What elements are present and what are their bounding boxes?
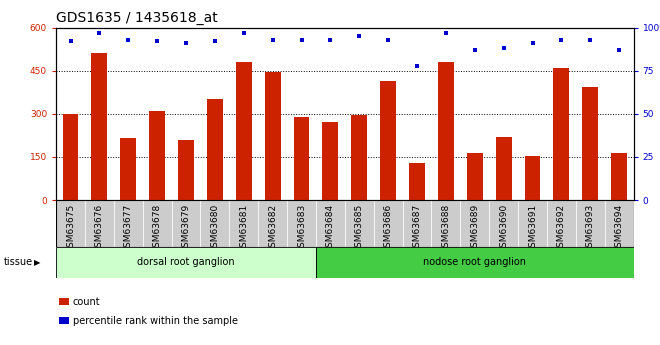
Bar xyxy=(467,152,482,200)
Bar xyxy=(294,117,310,200)
Text: GSM63692: GSM63692 xyxy=(557,204,566,253)
Bar xyxy=(461,200,489,247)
Bar xyxy=(114,200,143,247)
Text: GSM63687: GSM63687 xyxy=(412,204,422,253)
Point xyxy=(556,37,567,42)
Bar xyxy=(611,152,627,200)
Bar xyxy=(63,114,79,200)
Bar xyxy=(380,81,396,200)
Bar xyxy=(554,68,570,200)
Point xyxy=(383,37,393,42)
Point xyxy=(123,37,133,42)
Bar xyxy=(85,200,114,247)
Point xyxy=(354,33,364,39)
Bar xyxy=(489,200,518,247)
Text: GSM63677: GSM63677 xyxy=(124,204,133,253)
Text: GSM63689: GSM63689 xyxy=(471,204,479,253)
Point xyxy=(238,30,249,36)
Point xyxy=(152,39,162,44)
Point xyxy=(181,40,191,46)
Bar xyxy=(258,200,287,247)
Point xyxy=(94,30,105,36)
Text: GSM63693: GSM63693 xyxy=(586,204,595,253)
Bar xyxy=(403,200,432,247)
Point xyxy=(498,46,509,51)
Text: GSM63676: GSM63676 xyxy=(95,204,104,253)
Point xyxy=(614,47,624,53)
Bar xyxy=(120,138,136,200)
Text: GSM63690: GSM63690 xyxy=(499,204,508,253)
Point xyxy=(65,39,76,44)
Bar xyxy=(236,62,251,200)
Bar xyxy=(525,156,541,200)
Text: GSM63684: GSM63684 xyxy=(326,204,335,253)
Text: GSM63685: GSM63685 xyxy=(355,204,364,253)
Point xyxy=(210,39,220,44)
Bar xyxy=(178,140,194,200)
Bar xyxy=(316,200,345,247)
Text: ▶: ▶ xyxy=(34,258,41,267)
Bar xyxy=(56,200,85,247)
Point xyxy=(469,47,480,53)
Bar xyxy=(496,137,512,200)
Text: percentile rank within the sample: percentile rank within the sample xyxy=(73,316,238,326)
Point xyxy=(325,37,336,42)
Text: GSM63675: GSM63675 xyxy=(66,204,75,253)
Bar xyxy=(149,111,165,200)
Point xyxy=(585,37,595,42)
Bar xyxy=(323,122,339,200)
Point xyxy=(267,37,278,42)
Point xyxy=(441,30,451,36)
Text: GSM63682: GSM63682 xyxy=(268,204,277,253)
Bar xyxy=(172,200,201,247)
Text: GSM63691: GSM63691 xyxy=(528,204,537,253)
Text: GSM63683: GSM63683 xyxy=(297,204,306,253)
Bar xyxy=(432,200,461,247)
Text: GSM63686: GSM63686 xyxy=(383,204,393,253)
Point xyxy=(412,63,422,68)
Text: dorsal root ganglion: dorsal root ganglion xyxy=(137,257,235,267)
Bar xyxy=(287,200,316,247)
Bar xyxy=(230,200,258,247)
Bar xyxy=(265,72,280,200)
Bar xyxy=(92,53,108,200)
Point xyxy=(296,37,307,42)
Point xyxy=(527,40,538,46)
Bar xyxy=(576,200,605,247)
Bar xyxy=(143,200,172,247)
Bar xyxy=(207,99,223,200)
Bar xyxy=(605,200,634,247)
Bar xyxy=(316,247,634,278)
Text: nodose root ganglion: nodose root ganglion xyxy=(423,257,526,267)
Bar xyxy=(345,200,374,247)
Bar xyxy=(438,62,454,200)
Bar xyxy=(582,87,598,200)
Bar xyxy=(374,200,403,247)
Text: GDS1635 / 1435618_at: GDS1635 / 1435618_at xyxy=(56,11,218,25)
Bar xyxy=(409,163,425,200)
Text: GSM63679: GSM63679 xyxy=(182,204,191,253)
Bar xyxy=(56,247,316,278)
Text: tissue: tissue xyxy=(3,257,32,267)
Text: count: count xyxy=(73,297,100,307)
Text: GSM63688: GSM63688 xyxy=(442,204,450,253)
Text: GSM63681: GSM63681 xyxy=(240,204,248,253)
Bar xyxy=(201,200,230,247)
Text: GSM63678: GSM63678 xyxy=(152,204,162,253)
Bar xyxy=(518,200,547,247)
Bar xyxy=(547,200,576,247)
Text: GSM63694: GSM63694 xyxy=(614,204,624,253)
Bar xyxy=(351,115,367,200)
Text: GSM63680: GSM63680 xyxy=(211,204,219,253)
